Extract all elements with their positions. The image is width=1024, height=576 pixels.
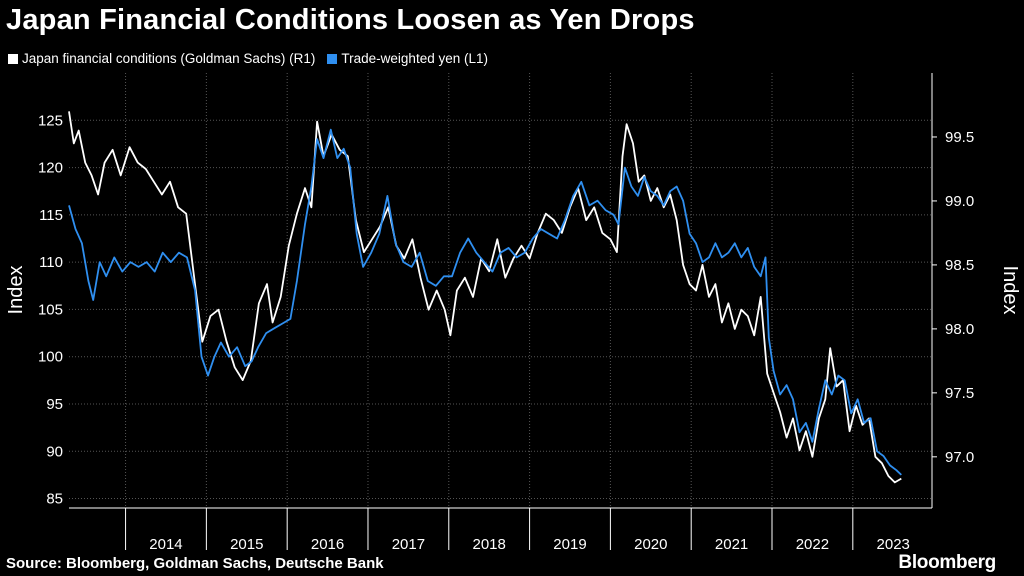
legend-label-financial-conditions: Japan financial conditions (Goldman Sach…	[22, 51, 316, 66]
source-note: Source: Bloomberg, Goldman Sachs, Deutsc…	[6, 555, 384, 572]
bloomberg-logo: Bloomberg	[898, 552, 996, 573]
left-axis-title: Index	[5, 266, 27, 315]
series-line-financial-conditions	[68, 111, 902, 484]
left-tick-label: 85	[46, 491, 63, 508]
legend-swatch-white	[8, 53, 18, 64]
x-tick-label: 2021	[715, 536, 748, 553]
right-tick-label: 97.5	[945, 385, 974, 402]
series-lines	[68, 111, 902, 484]
left-tick-label: 105	[38, 301, 63, 318]
right-tick-label: 98.5	[945, 257, 974, 274]
axes	[69, 73, 937, 550]
left-tick-label: 95	[46, 396, 63, 413]
chart-title: Japan Financial Conditions Loosen as Yen…	[6, 4, 695, 36]
axis-labels: 85 90 95 100 105 110 115 120 125 97.0 97.5 98.0 98.5…	[5, 112, 1021, 553]
left-tick-label: 115	[39, 207, 63, 224]
x-tick-label: 2015	[230, 536, 263, 553]
legend-label-trade-weighted-yen: Trade-weighted yen (L1)	[341, 51, 488, 66]
left-tick-label: 125	[38, 112, 63, 129]
legend-swatch-blue	[327, 53, 338, 64]
right-tick-label: 99.0	[945, 193, 974, 210]
x-tick-label: 2016	[311, 536, 344, 553]
x-tick-label: 2014	[149, 536, 182, 553]
right-tick-label: 97.0	[945, 449, 974, 466]
series-line-trade-weighted-yen	[68, 128, 902, 476]
right-axis-title: Index	[999, 266, 1021, 315]
legend: Japan financial conditions (Goldman Sach…	[8, 51, 488, 66]
gridlines	[69, 73, 932, 508]
right-tick-label: 99.5	[945, 129, 974, 146]
x-tick-label: 2022	[796, 536, 829, 553]
left-tick-label: 90	[46, 443, 63, 460]
x-tick-label: 2019	[553, 536, 586, 553]
x-tick-label: 2017	[392, 536, 425, 553]
left-tick-label: 100	[38, 349, 63, 366]
legend-item-financial-conditions: Japan financial conditions (Goldman Sach…	[8, 51, 315, 66]
x-tick-label: 2023	[877, 536, 910, 553]
left-tick-label: 110	[39, 254, 63, 271]
left-tick-label: 120	[38, 160, 63, 177]
legend-item-trade-weighted-yen: Trade-weighted yen (L1)	[327, 51, 488, 66]
x-tick-label: 2018	[472, 536, 505, 553]
right-tick-label: 98.0	[945, 321, 974, 338]
x-tick-label: 2020	[634, 536, 667, 553]
